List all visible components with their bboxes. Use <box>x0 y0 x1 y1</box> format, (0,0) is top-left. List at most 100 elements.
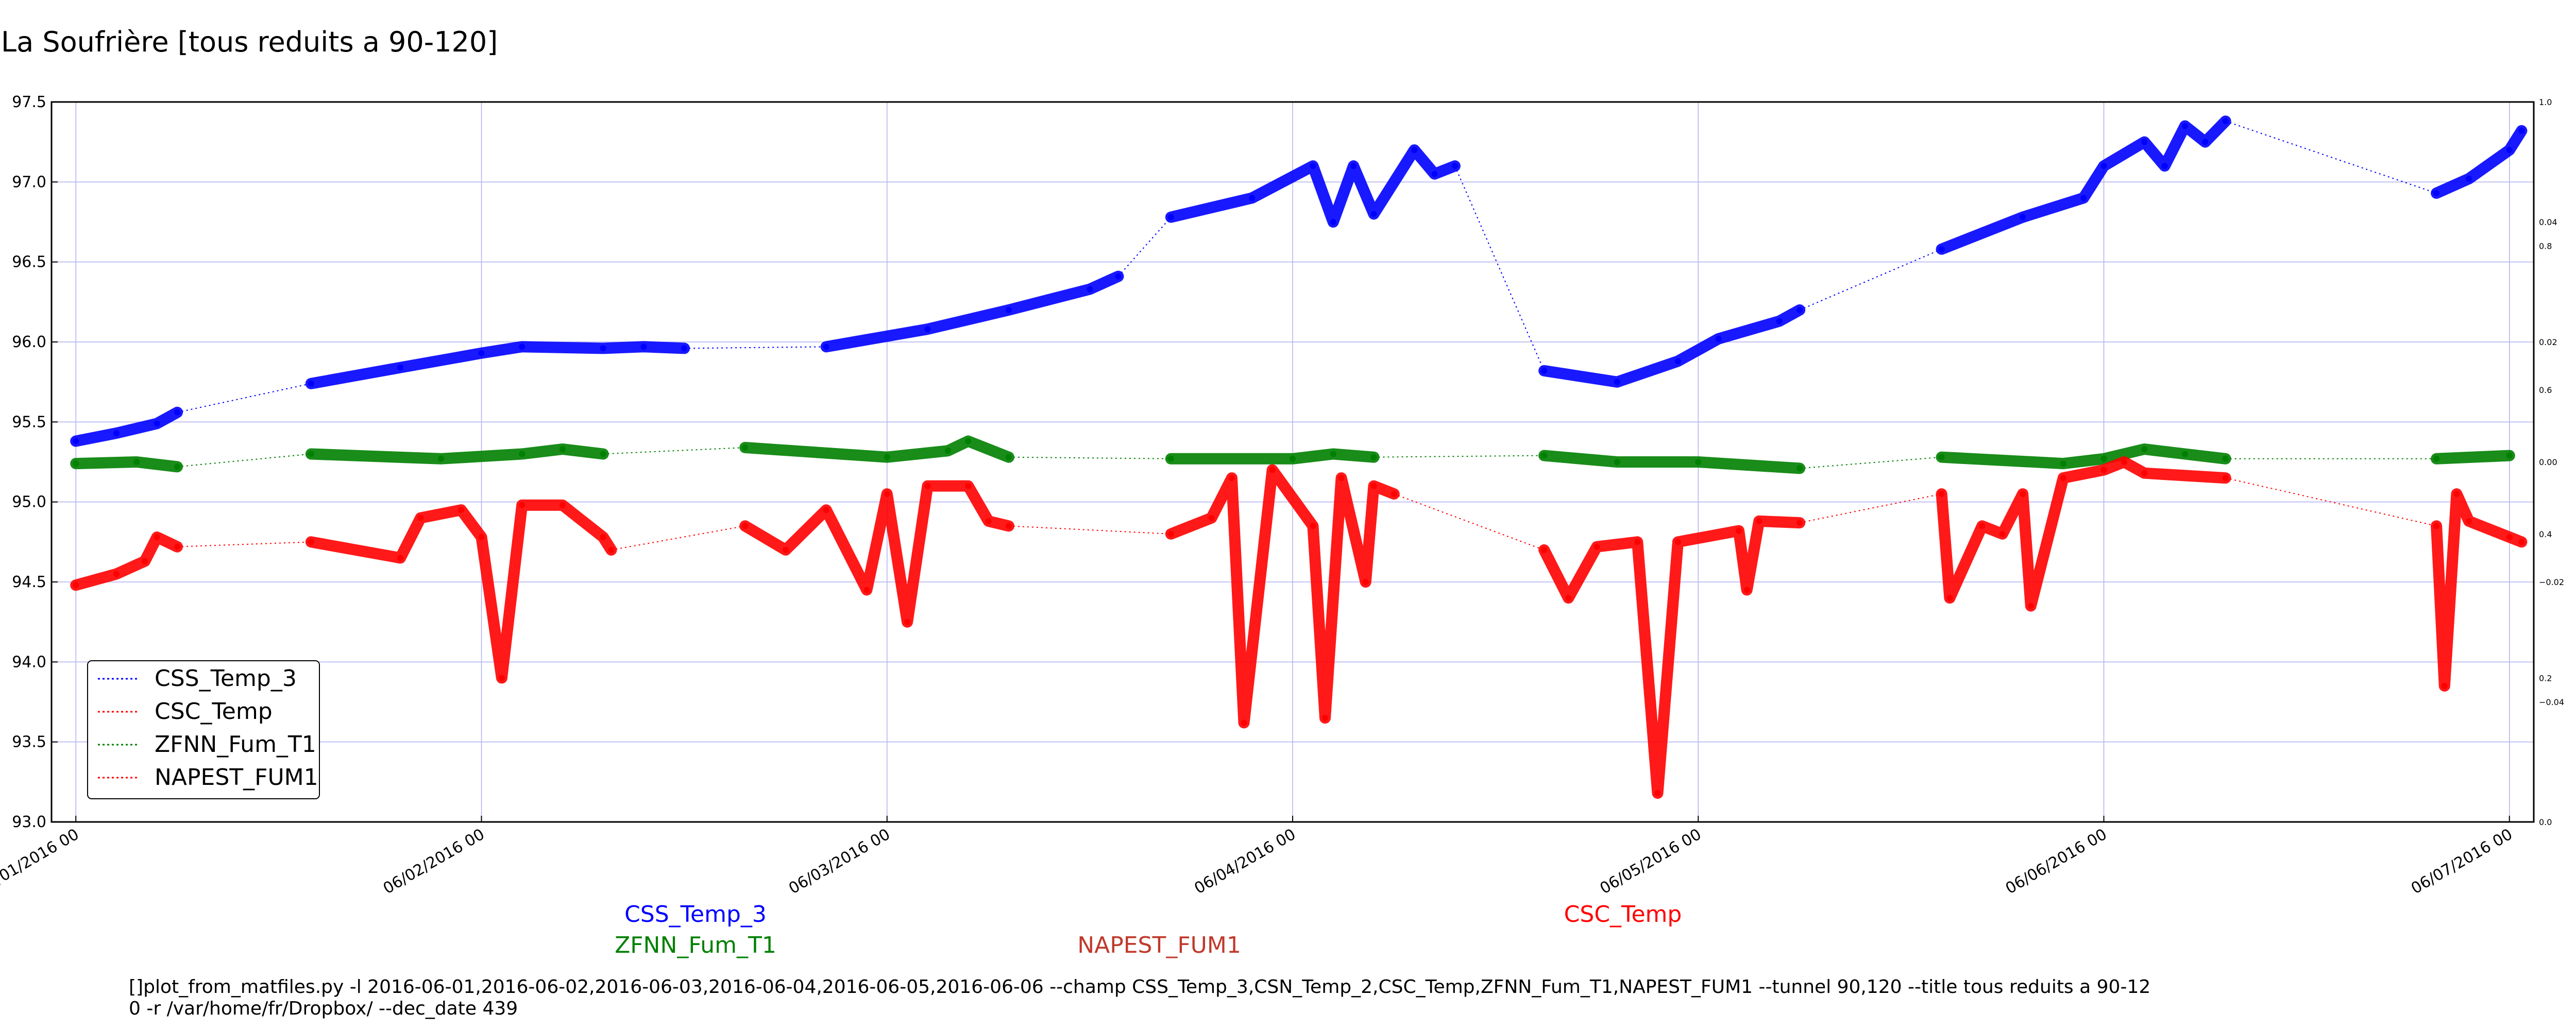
data-point <box>823 344 829 350</box>
data-point <box>600 451 606 457</box>
data-point <box>1797 306 1803 313</box>
series-connector <box>1008 456 1171 459</box>
data-point <box>823 507 829 513</box>
data-point <box>600 345 606 352</box>
data-point <box>2100 163 2107 169</box>
data-point <box>1938 246 1945 252</box>
series-segment <box>2431 450 2515 465</box>
series-connector <box>1374 455 1545 458</box>
x-tick-label: 06/05/2016 00 <box>1597 826 1705 898</box>
chart-title: La Soufrière [tous reduits a 90-120] <box>1 26 498 58</box>
data-point <box>600 534 606 541</box>
caption-napest-fum1: NAPEST_FUM1 <box>1077 932 1241 958</box>
legend: CSS_Temp_3 CSC_Temp ZFNN_Fum_T1 NAPEST_F… <box>87 660 320 799</box>
data-point <box>965 438 972 444</box>
series-connector <box>1117 217 1172 277</box>
data-point <box>782 546 789 553</box>
series-connector <box>1799 248 1942 311</box>
data-point <box>133 459 140 465</box>
right-tick-label: 0.0 <box>2539 817 2552 827</box>
y-tick-label: 94.0 <box>12 653 46 671</box>
series-layer <box>70 115 2528 799</box>
series-segment <box>305 499 617 684</box>
data-point <box>1938 491 1945 497</box>
data-point <box>1451 163 1458 169</box>
series-csc-temp <box>70 456 2528 799</box>
data-point <box>308 451 314 457</box>
series-segment <box>70 456 183 473</box>
series-connector <box>177 453 311 468</box>
legend-box <box>87 660 320 799</box>
data-point <box>437 455 444 462</box>
data-point <box>1208 514 1215 521</box>
data-point <box>1979 523 1986 529</box>
data-point <box>2433 523 2440 529</box>
data-point <box>559 502 566 508</box>
legend-label-zfnn-fum-t1: ZFNN_Fum_T1 <box>155 731 316 758</box>
data-point <box>1290 455 1296 462</box>
data-point <box>1370 211 1377 217</box>
data-point <box>681 345 688 352</box>
data-point <box>2121 459 2127 465</box>
caption-css-temp-3: CSS_Temp_3 <box>624 901 767 928</box>
x-tick-label: 06/04/2016 00 <box>1191 826 1299 898</box>
series-segment <box>1936 456 2231 612</box>
data-point <box>73 582 79 589</box>
command-line-2: 0 -r /var/home/fr/Dropbox/ --dec_date 43… <box>129 998 518 1019</box>
data-point <box>1614 379 1620 385</box>
series-connector <box>603 447 745 455</box>
data-point <box>2020 214 2026 220</box>
data-point <box>1756 518 1762 524</box>
data-point <box>2222 455 2229 462</box>
data-point <box>1310 523 1316 529</box>
data-point <box>2453 491 2460 497</box>
y-tick-label: 97.0 <box>12 173 46 191</box>
caption-zfnn-fum-t1: ZFNN_Fum_T1 <box>615 932 776 958</box>
data-point <box>1797 465 1803 472</box>
data-point <box>1087 286 1093 293</box>
data-point <box>1167 214 1174 220</box>
legend-item-css-temp-3: CSS_Temp_3 <box>98 665 297 692</box>
x-tick-label: 06/03/2016 00 <box>786 826 893 898</box>
data-point <box>2100 455 2107 462</box>
series-segment <box>739 480 1014 628</box>
data-point <box>2222 475 2229 482</box>
y-tick-label: 93.0 <box>12 813 46 831</box>
data-point <box>1310 163 1316 169</box>
data-point <box>1350 163 1357 169</box>
data-point <box>1614 459 1620 465</box>
data-point <box>1167 530 1174 537</box>
data-point <box>2080 195 2087 201</box>
legend-label-css-temp-3: CSS_Temp_3 <box>155 665 297 692</box>
y-tick-label: 96.5 <box>12 253 46 271</box>
data-point <box>1411 147 1418 153</box>
x-tick-label: 06/02/2016 00 <box>380 826 488 898</box>
right-tick-label: 0.6 <box>2539 385 2552 395</box>
data-point <box>154 534 160 541</box>
data-point <box>924 326 931 333</box>
y-tick-label: 97.5 <box>12 93 46 111</box>
series-segment <box>1538 450 1806 474</box>
data-point <box>478 534 485 541</box>
data-point <box>2202 139 2209 145</box>
y-tick-label: 96.0 <box>12 333 46 351</box>
data-point <box>1594 543 1600 550</box>
data-point <box>142 558 148 564</box>
data-point <box>1674 358 1681 365</box>
right-minor-tick-label: 0.04 <box>2539 217 2557 227</box>
data-point <box>73 460 79 467</box>
axes: 97.5 97.0 96.5 96.0 95.5 95.0 94.5 94.0 93.5 93.0… <box>0 93 2564 898</box>
data-point <box>1370 454 1377 460</box>
series-connector <box>1394 493 1545 551</box>
data-point <box>1228 475 1235 482</box>
series-segment <box>820 270 1124 353</box>
series-connector <box>684 346 826 349</box>
data-point <box>1674 539 1681 545</box>
legend-item-csc-temp: CSC_Temp <box>98 698 273 725</box>
series-segment <box>1936 443 2231 470</box>
data-point <box>308 380 314 387</box>
data-point <box>742 444 749 451</box>
data-point <box>397 364 404 371</box>
data-point <box>1715 335 1722 342</box>
